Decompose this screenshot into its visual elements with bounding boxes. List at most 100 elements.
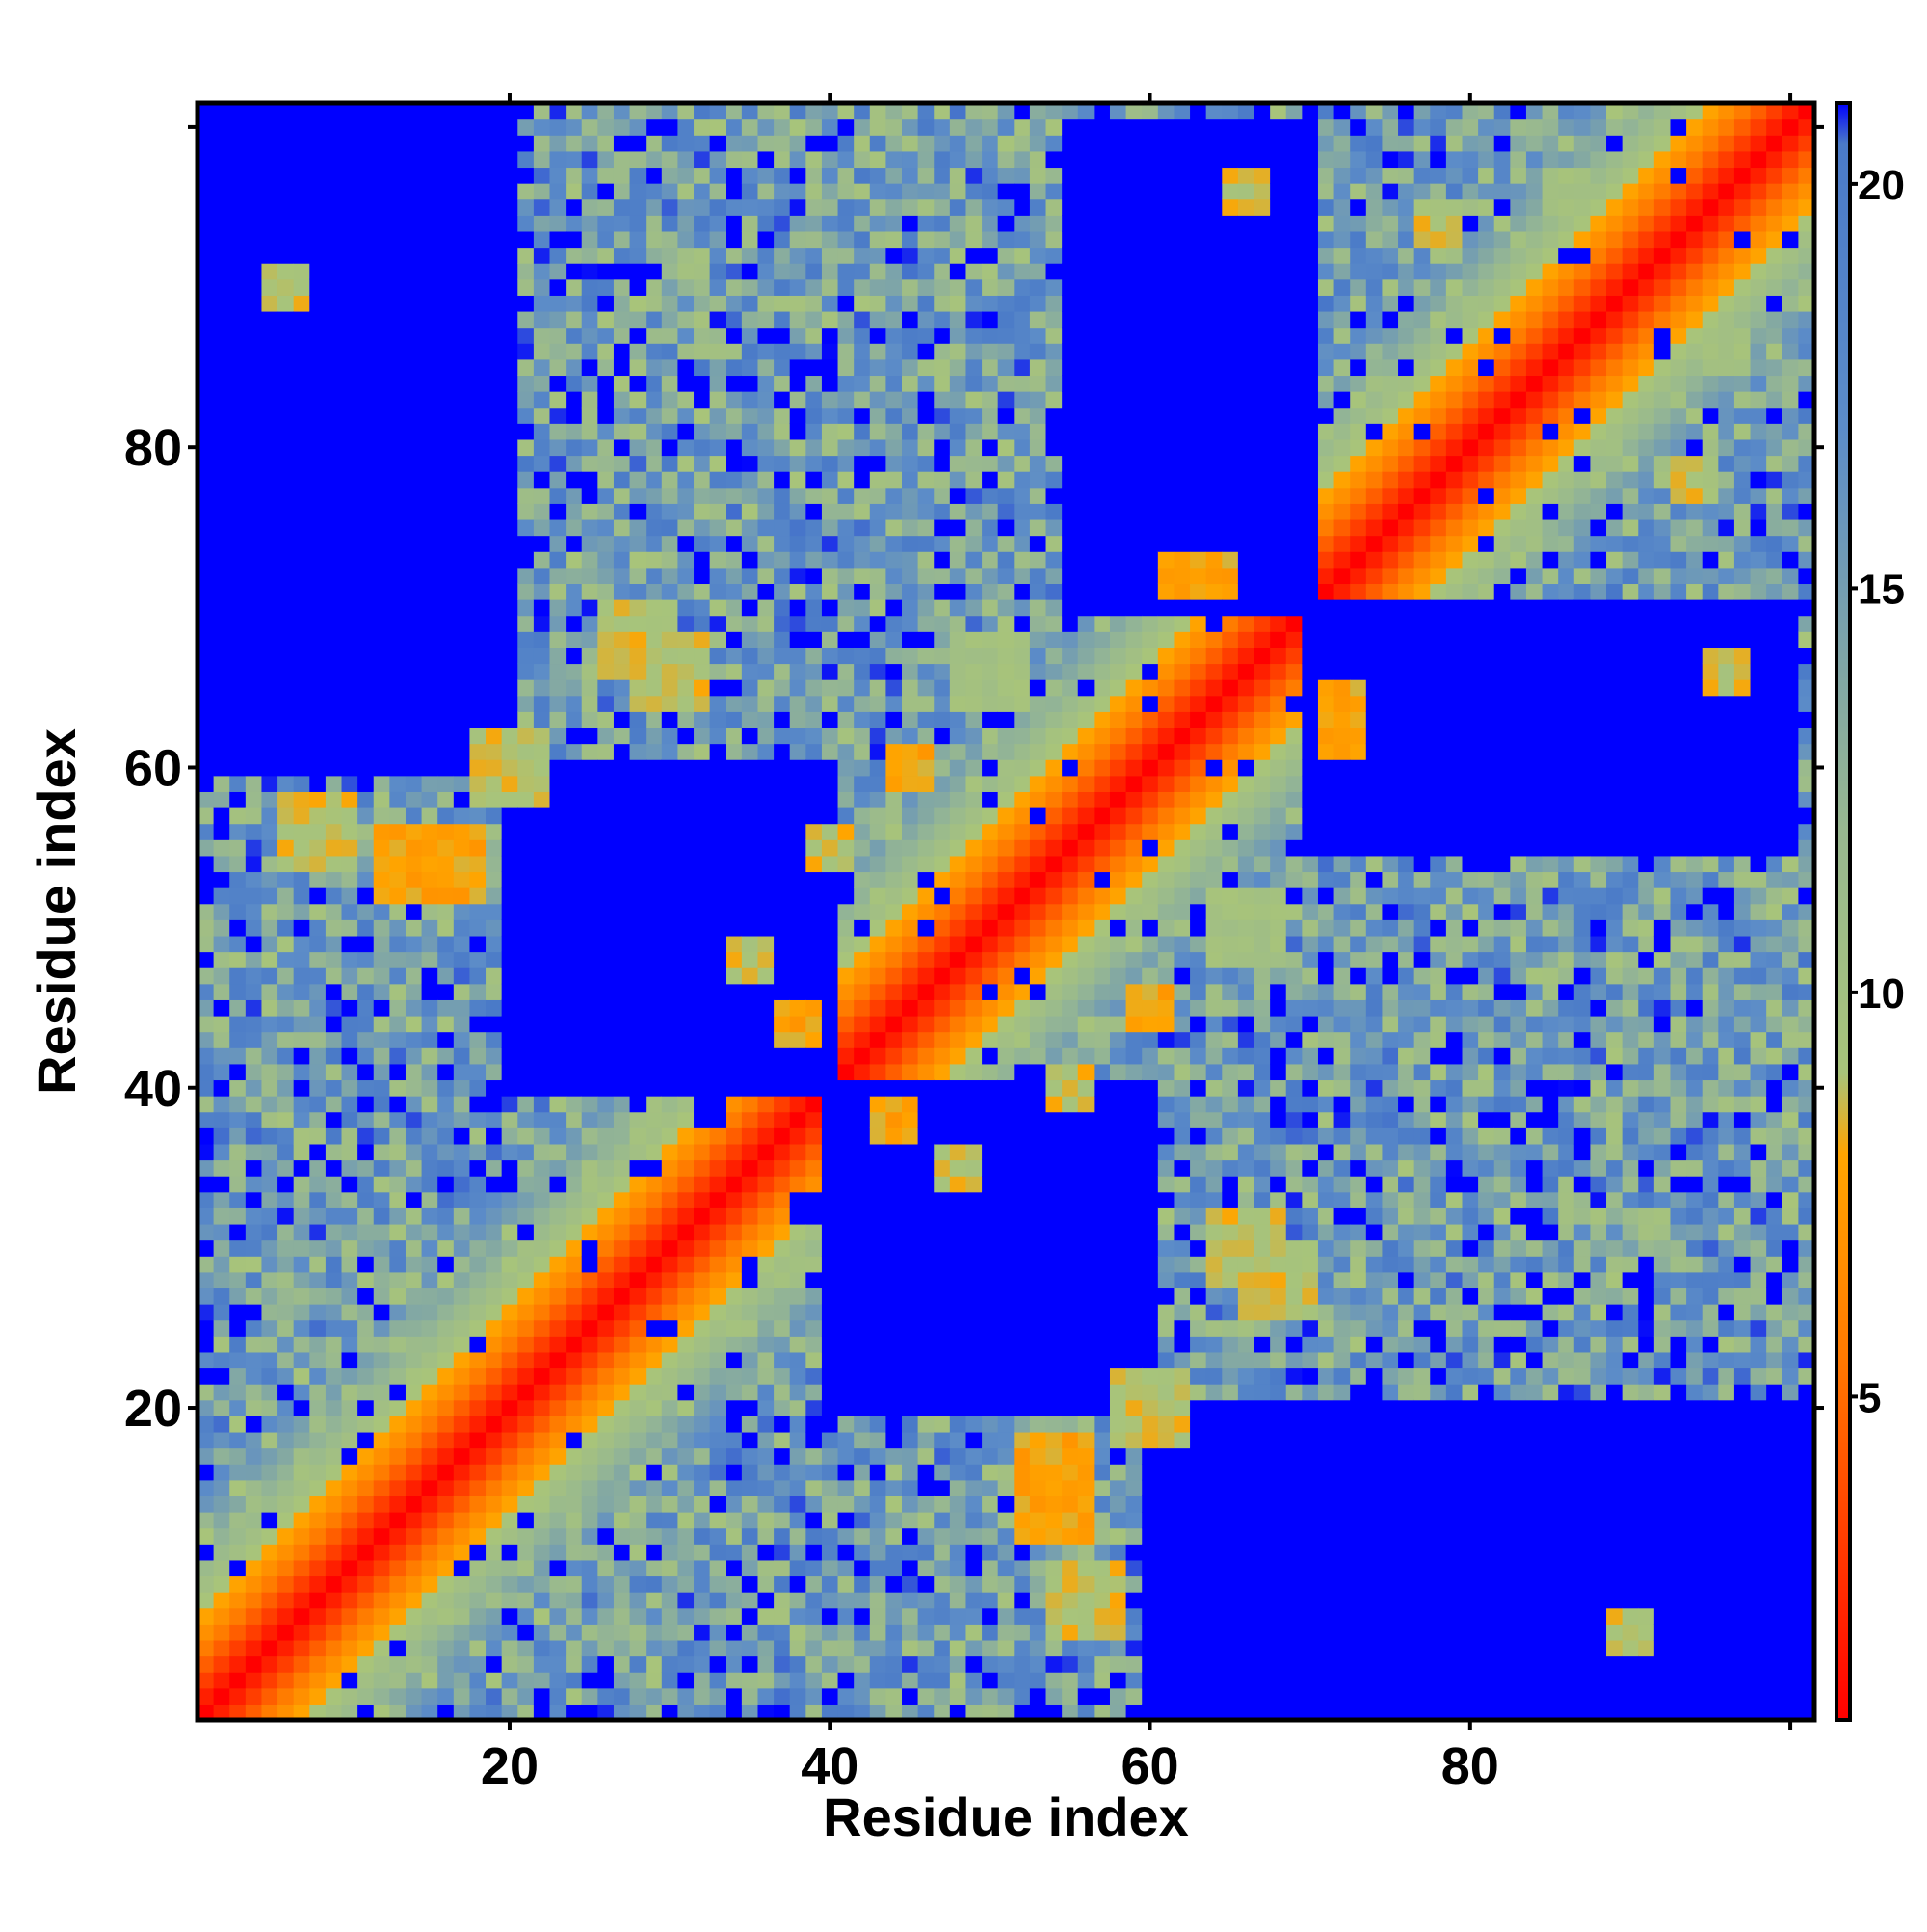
- heatmap-cell: [854, 807, 871, 825]
- heatmap-cell: [965, 615, 983, 632]
- heatmap-cell: [917, 358, 935, 377]
- heatmap-cell: [566, 711, 583, 728]
- heatmap-cell: [646, 455, 663, 472]
- heatmap-cell: [854, 1015, 871, 1033]
- heatmap-cell: [677, 1592, 695, 1609]
- heatmap-cell: [501, 935, 518, 953]
- heatmap-cell: [789, 150, 806, 169]
- heatmap-cell: [373, 1704, 390, 1721]
- heatmap-cell: [566, 167, 583, 184]
- heatmap-cell: [902, 695, 919, 712]
- heatmap-cell: [469, 1384, 487, 1401]
- heatmap-cell: [213, 503, 230, 520]
- heatmap-cell: [469, 1624, 487, 1641]
- heatmap-cell: [774, 1367, 791, 1385]
- heatmap-cell: [341, 375, 358, 392]
- heatmap-cell: [213, 487, 230, 504]
- heatmap-cell: [837, 343, 855, 360]
- heatmap-cell: [677, 1223, 695, 1241]
- heatmap-cell: [389, 663, 407, 680]
- heatmap-cell: [277, 1256, 295, 1273]
- heatmap-cell: [902, 1527, 919, 1545]
- heatmap-cell: [726, 1319, 743, 1337]
- heatmap-cell: [885, 647, 903, 665]
- heatmap-cell: [566, 1399, 583, 1416]
- heatmap-cell: [709, 1287, 726, 1305]
- heatmap-cell: [597, 1096, 615, 1113]
- heatmap-cell: [437, 1015, 455, 1033]
- heatmap-cell: [261, 230, 278, 249]
- heatmap-cell: [965, 455, 983, 472]
- heatmap-cell: [597, 150, 615, 169]
- heatmap-cell: [613, 1607, 631, 1625]
- heatmap-cell: [646, 295, 663, 312]
- heatmap-cell: [309, 1207, 327, 1225]
- heatmap-cell: [869, 1079, 886, 1097]
- heatmap-cell: [517, 1176, 535, 1193]
- heatmap-cell: [293, 1655, 310, 1673]
- heatmap-cell: [213, 647, 230, 665]
- heatmap-cell: [261, 1336, 278, 1353]
- heatmap-cell: [293, 391, 310, 409]
- heatmap-cell: [453, 887, 471, 905]
- heatmap-cell: [613, 631, 631, 648]
- heatmap-cell: [421, 1687, 438, 1705]
- heatmap-cell: [982, 1447, 999, 1465]
- heatmap-cell: [325, 695, 343, 712]
- heatmap-cell: [469, 1223, 487, 1241]
- heatmap-cell: [741, 1384, 759, 1401]
- heatmap-cell: [261, 1512, 278, 1529]
- heatmap-cell: [902, 1223, 919, 1241]
- heatmap-cell: [389, 1464, 407, 1481]
- heatmap-cell: [229, 1079, 247, 1097]
- heatmap-cell: [917, 198, 935, 216]
- heatmap-cell: [229, 1655, 247, 1673]
- heatmap-cell: [629, 1143, 647, 1161]
- heatmap-cell: [789, 167, 806, 184]
- heatmap-cell: [982, 967, 999, 985]
- heatmap-cell: [885, 823, 903, 840]
- heatmap-cell: [934, 1527, 951, 1545]
- heatmap-cell: [389, 230, 407, 249]
- heatmap-cell: [341, 695, 358, 712]
- heatmap-cell: [373, 438, 390, 457]
- heatmap-cell: [757, 727, 775, 745]
- heatmap-cell: [917, 1559, 935, 1577]
- heatmap-cell: [405, 1559, 423, 1577]
- heatmap-cell: [453, 119, 471, 136]
- heatmap-cell: [309, 1367, 327, 1385]
- heatmap-cell: [549, 135, 567, 152]
- heatmap-cell: [917, 567, 935, 585]
- heatmap-cell: [293, 551, 310, 569]
- heatmap-cell: [198, 1047, 215, 1065]
- heatmap-cell: [885, 1191, 903, 1208]
- heatmap-cell: [869, 215, 886, 232]
- heatmap-cell: [661, 167, 679, 184]
- heatmap-cell: [261, 551, 278, 569]
- heatmap-cell: [774, 1399, 791, 1416]
- heatmap-cell: [453, 535, 471, 552]
- heatmap-cell: [213, 1464, 230, 1481]
- heatmap-cell: [934, 1416, 951, 1433]
- heatmap-cell: [453, 135, 471, 152]
- heatmap-cell: [293, 1592, 310, 1609]
- heatmap-cell: [341, 535, 358, 552]
- heatmap-cell: [965, 1367, 983, 1385]
- heatmap-cell: [501, 183, 518, 200]
- heatmap-cell: [517, 903, 535, 920]
- heatmap-cell: [486, 1607, 503, 1625]
- heatmap-cell: [837, 327, 855, 344]
- heatmap-cell: [198, 983, 215, 1000]
- heatmap-cell: [902, 1079, 919, 1097]
- heatmap-cell: [453, 310, 471, 329]
- heatmap-cell: [261, 967, 278, 985]
- heatmap-cell: [837, 438, 855, 457]
- heatmap-cell: [245, 1127, 263, 1145]
- heatmap-cell: [437, 1575, 455, 1593]
- heatmap-cell: [437, 1111, 455, 1128]
- heatmap-cell: [726, 438, 743, 457]
- heatmap-cell: [837, 1239, 855, 1257]
- heatmap-cell: [661, 1336, 679, 1353]
- heatmap-cell: [885, 1047, 903, 1065]
- heatmap-cell: [709, 647, 726, 665]
